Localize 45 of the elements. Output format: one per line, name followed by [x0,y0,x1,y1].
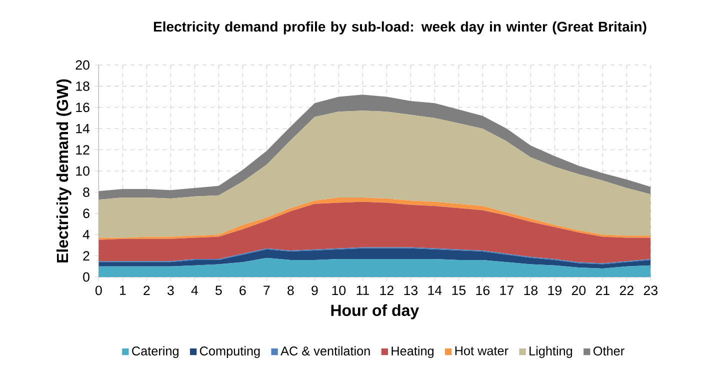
x-tick-label: 7 [264,286,270,295]
x-tick-label: 10 [332,286,346,296]
y-tick-label: 4 [82,230,90,240]
y-tick-label: 14 [76,124,90,134]
legend-label: Lighting [530,346,572,358]
x-tick-label: 13 [404,286,418,296]
legend-label: Catering [132,346,178,358]
y-tick-label: 6 [83,208,90,218]
x-tick-label: 9 [312,286,318,296]
x-tick-label: 8 [288,286,294,296]
x-tick-label: 3 [167,286,174,296]
x-tick-label: 20 [572,286,586,296]
x-tick-label: 22 [620,286,634,296]
x-tick-label: 6 [240,286,246,296]
y-tick-label: 16 [76,102,90,112]
x-tick-label: 23 [644,286,658,296]
x-tick-label: 11 [356,286,369,295]
x-tick-label: 12 [380,286,394,296]
x-tick-label: 21 [596,286,610,296]
x-tick-label: 4 [191,286,198,295]
x-tick-label: 16 [476,286,490,296]
y-tick-label: 2 [83,251,90,260]
legend-label: AC & ventilation [280,346,370,356]
legend-label: Heating [392,346,434,358]
x-axis-title: Hour of day [331,304,420,320]
y-tick-label: 8 [83,187,90,197]
legend-label: Other [594,346,624,356]
x-tick-label: 0 [95,286,102,296]
y-tick-label: 10 [76,166,90,176]
x-tick-label: 19 [548,286,562,296]
x-tick-label: 2 [144,286,150,296]
x-tick-label: 15 [452,286,466,295]
y-tick-label: 12 [76,145,90,154]
x-tick-label: 5 [216,286,222,295]
legend-label: Computing [200,346,260,358]
x-tick-label: 14 [428,286,442,295]
x-tick-label: 17 [500,286,514,295]
y-tick-label: 18 [76,81,90,91]
x-tick-label: 18 [524,286,538,296]
y-tick-label: 20 [76,60,90,70]
x-tick-label: 1 [120,286,126,295]
y-axis-title: Electricity demand (GW) [56,79,72,262]
chart-title: Electricity demand profile by sub-load: week day in winter (Great Britain) [154,21,646,34]
y-tick-label: 0 [83,272,90,282]
legend-label: Hot water [455,346,508,356]
